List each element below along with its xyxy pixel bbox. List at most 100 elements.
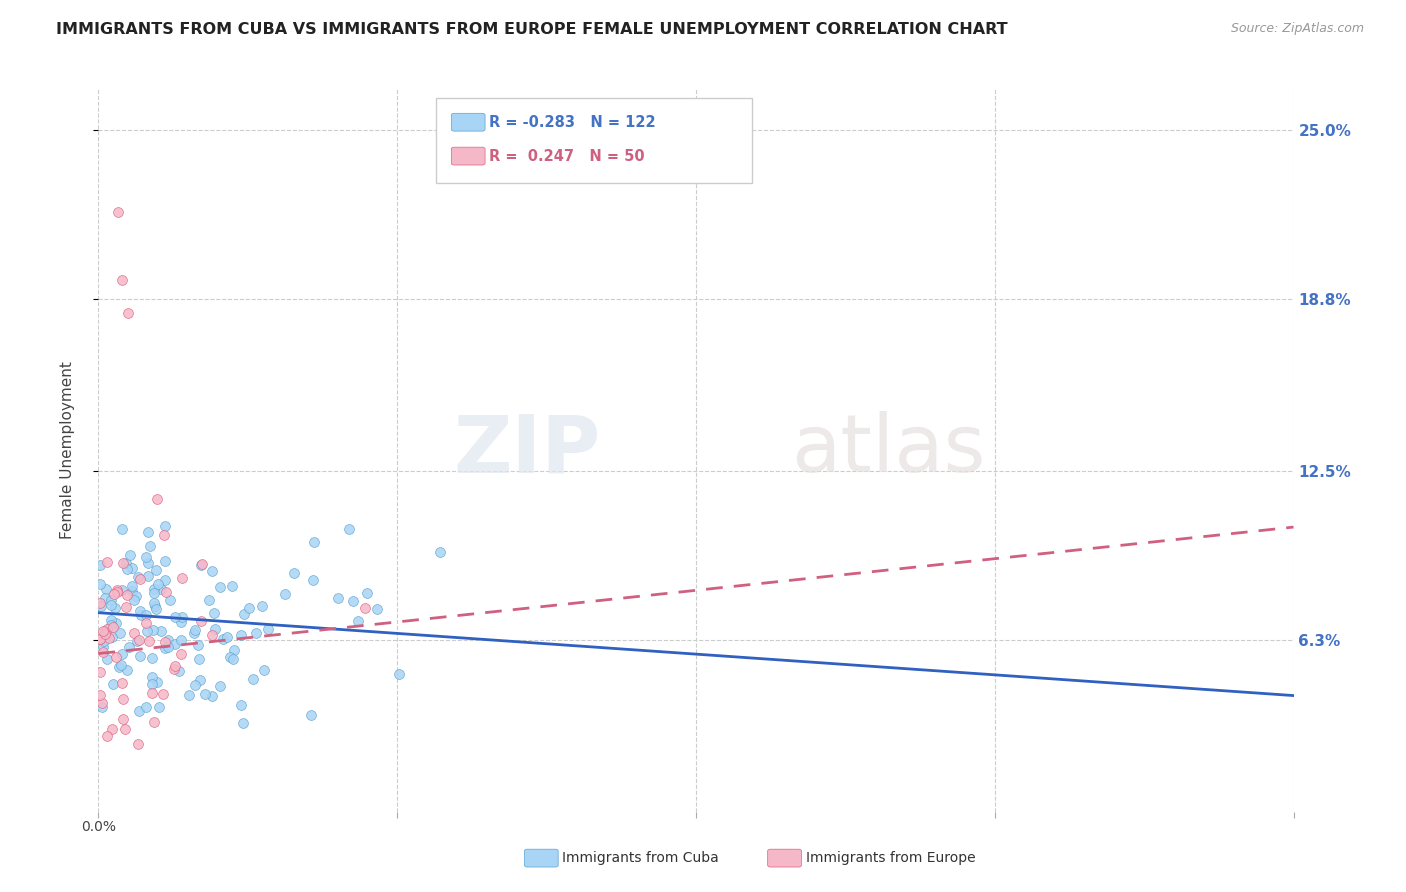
Text: Source: ZipAtlas.com: Source: ZipAtlas.com [1230, 22, 1364, 36]
Point [89, 576, 111, 591]
Point [96, 729, 118, 743]
Point [152, 687, 174, 701]
Text: Immigrants from Europe: Immigrants from Europe [806, 851, 976, 865]
Point [100, 592, 122, 607]
Point [233, 607, 256, 621]
Point [112, 691, 135, 706]
Point [115, 556, 138, 570]
Point [229, 628, 252, 642]
Point [94, 624, 117, 638]
Point [208, 580, 231, 594]
Point [366, 601, 388, 615]
Point [117, 561, 139, 575]
Point [188, 652, 211, 666]
Point [91, 624, 114, 638]
Point [136, 556, 159, 570]
Point [202, 606, 225, 620]
Point [141, 686, 163, 700]
Point [107, 584, 129, 599]
Point [201, 689, 224, 703]
Point [138, 634, 160, 648]
Point [97, 632, 120, 646]
Point [100, 722, 122, 736]
Point [91, 640, 114, 655]
Point [111, 676, 134, 690]
Point [143, 714, 166, 729]
Point [184, 623, 207, 637]
Point [149, 624, 172, 639]
Point [146, 577, 169, 591]
Point [159, 592, 181, 607]
Point [94, 582, 117, 597]
Point [117, 663, 139, 677]
Point [129, 604, 152, 618]
Point [215, 630, 238, 644]
Point [125, 590, 148, 604]
Point [101, 620, 124, 634]
Point [149, 582, 172, 597]
Point [201, 564, 224, 578]
Point [328, 591, 350, 605]
Point [256, 622, 278, 636]
Point [105, 616, 128, 631]
Point [141, 651, 163, 665]
Point [129, 572, 152, 586]
Point [232, 716, 254, 731]
Text: R = -0.283   N = 122: R = -0.283 N = 122 [489, 115, 657, 129]
Point [211, 632, 233, 646]
Point [198, 593, 221, 607]
Point [135, 615, 157, 630]
Text: R =  0.247   N = 50: R = 0.247 N = 50 [489, 149, 645, 163]
Point [89, 688, 111, 702]
Point [342, 594, 364, 608]
Point [250, 599, 273, 613]
Point [121, 579, 143, 593]
Point [100, 598, 122, 612]
Point [138, 569, 160, 583]
Point [105, 583, 128, 598]
Point [110, 658, 132, 673]
Point [108, 660, 131, 674]
Point [165, 610, 187, 624]
Point [117, 588, 139, 602]
Point [194, 687, 217, 701]
Point [90, 599, 112, 614]
Point [145, 602, 167, 616]
Point [155, 635, 177, 649]
Point [155, 584, 177, 599]
Point [122, 593, 145, 607]
Point [169, 633, 191, 648]
Point [142, 624, 165, 638]
Point [143, 599, 166, 614]
Point [143, 586, 166, 600]
Point [121, 583, 143, 598]
Point [153, 554, 176, 568]
Point [186, 638, 208, 652]
Point [128, 648, 150, 663]
Point [347, 615, 370, 629]
Point [135, 608, 157, 623]
Point [89, 558, 111, 572]
Point [91, 699, 114, 714]
Point [100, 617, 122, 632]
Point [111, 522, 134, 536]
Point [96, 652, 118, 666]
Point [94, 591, 117, 606]
Point [190, 558, 212, 573]
Point [89, 632, 111, 646]
Point [100, 613, 122, 627]
Point [172, 609, 194, 624]
Point [148, 699, 170, 714]
Point [111, 583, 134, 598]
Point [170, 615, 193, 629]
Point [354, 600, 377, 615]
Point [157, 640, 180, 654]
Point [94, 627, 117, 641]
Text: atlas: atlas [792, 411, 986, 490]
Point [208, 679, 231, 693]
Point [283, 566, 305, 581]
Point [127, 633, 149, 648]
Point [118, 640, 141, 654]
Point [128, 704, 150, 718]
Point [91, 645, 114, 659]
